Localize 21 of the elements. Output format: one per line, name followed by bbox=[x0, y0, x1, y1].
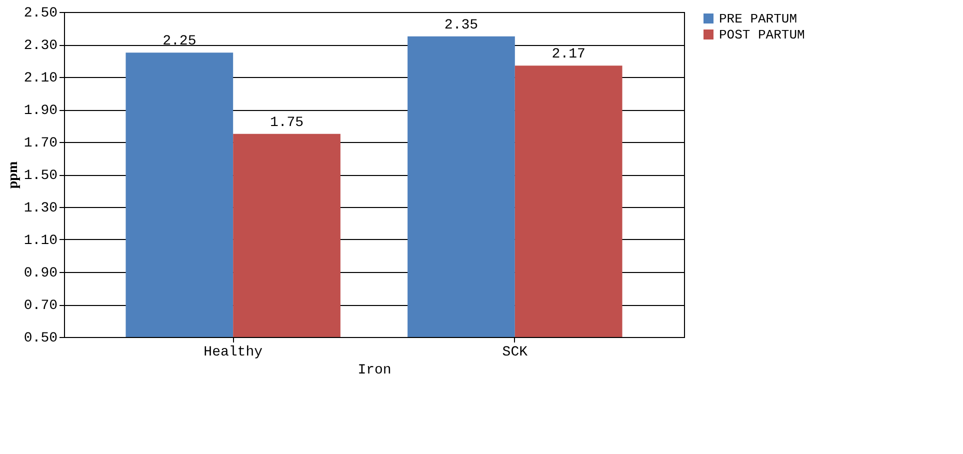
data-label: 1.75 bbox=[270, 114, 304, 131]
y-tick-label: 0.90 bbox=[24, 266, 58, 282]
y-tick-label: 1.90 bbox=[24, 103, 58, 119]
legend-label: PRE PARTUM bbox=[719, 12, 798, 26]
y-tick-label: 2.10 bbox=[24, 70, 58, 86]
data-label: 2.35 bbox=[444, 17, 478, 34]
data-label: 2.17 bbox=[552, 46, 586, 63]
y-tick-label: 2.30 bbox=[24, 38, 58, 54]
y-tick-label: 1.50 bbox=[24, 168, 58, 184]
y-tick-label: 1.30 bbox=[24, 200, 58, 216]
legend-label: POST PARTUM bbox=[719, 28, 805, 42]
y-axis-title: ppm bbox=[6, 161, 21, 189]
y-tick-label: 1.70 bbox=[24, 136, 58, 152]
x-tick-label: Healthy bbox=[204, 344, 262, 360]
x-axis-title: Iron bbox=[358, 362, 392, 378]
x-tick-label: SCK bbox=[502, 344, 528, 360]
y-tick-label: 1.10 bbox=[24, 233, 58, 249]
data-label: 2.25 bbox=[162, 34, 196, 50]
y-tick-label: 2.50 bbox=[24, 6, 58, 22]
y-tick-label: 0.50 bbox=[24, 330, 58, 346]
y-tick-label: 0.70 bbox=[24, 298, 58, 314]
